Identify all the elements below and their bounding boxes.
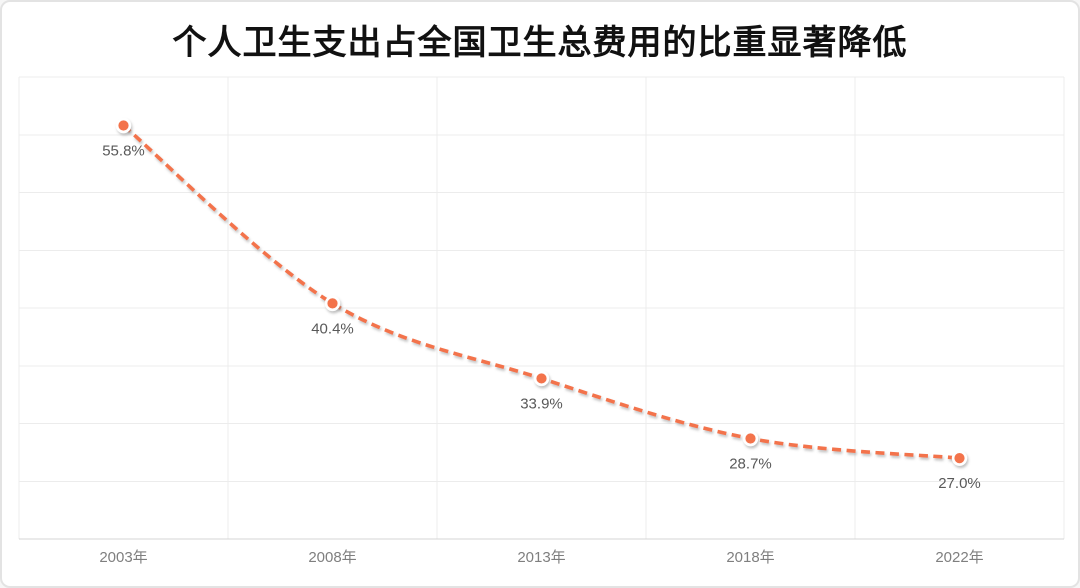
x-axis-label: 2003年 xyxy=(99,549,147,566)
data-point-marker xyxy=(115,117,132,134)
data-point-marker xyxy=(742,430,759,447)
x-axis-label: 2008年 xyxy=(308,549,356,566)
series-layer xyxy=(115,117,968,466)
chart-title: 个人卫生支出占全国卫生总费用的比重显著降低 xyxy=(172,24,908,62)
x-axis-label: 2013年 xyxy=(517,549,565,566)
data-point-label: 27.0% xyxy=(938,475,981,492)
label-layer: 55.8% 40.4% 33.9% 28.7% 27.0% 2003年 2008年 2013年… xyxy=(99,143,983,566)
data-point-label: 33.9% xyxy=(520,395,563,412)
data-point-label: 55.8% xyxy=(102,143,145,160)
data-point-marker xyxy=(324,295,341,312)
data-point-marker xyxy=(533,370,550,387)
x-axis-label: 2022年 xyxy=(935,549,983,566)
x-axis-label: 2018年 xyxy=(726,549,774,566)
data-point-label: 40.4% xyxy=(311,320,354,337)
grid-layer xyxy=(18,76,1065,540)
data-point-label: 28.7% xyxy=(729,456,772,473)
data-point-marker xyxy=(951,450,968,466)
series-line xyxy=(122,124,960,460)
